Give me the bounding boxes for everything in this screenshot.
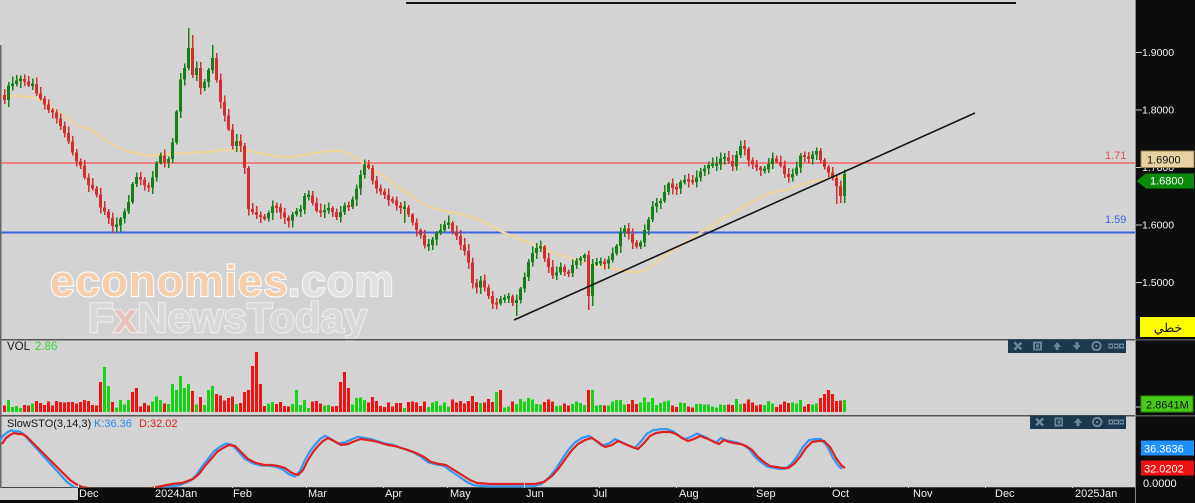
svg-text:K:36.36: K:36.36 [94,418,132,430]
svg-text:1.71: 1.71 [1105,150,1126,162]
svg-text:VOL: VOL [7,341,31,353]
svg-text:economies: economies [50,257,289,306]
svg-text:36.3636: 36.3636 [1144,444,1184,456]
svg-text:1.9000: 1.9000 [1142,47,1174,59]
svg-text:Mar: Mar [308,488,327,500]
svg-text:2.8641M: 2.8641M [1146,400,1189,412]
svg-text:Feb: Feb [233,488,252,500]
svg-text:Nov: Nov [913,488,933,500]
svg-text:2025Jan: 2025Jan [1075,488,1117,500]
svg-text:1.6900: 1.6900 [1147,155,1181,167]
svg-text:Jun: Jun [526,488,544,500]
svg-text:Dec: Dec [79,488,99,500]
svg-text:.com: .com [288,257,395,306]
svg-text:1.6000: 1.6000 [1142,220,1174,232]
svg-text:0.0000: 0.0000 [1143,478,1177,490]
svg-text:Dec: Dec [995,488,1015,500]
svg-text:1.6800: 1.6800 [1150,176,1184,188]
svg-text:D:32.02: D:32.02 [139,418,178,430]
svg-text:خطي: خطي [1154,321,1183,335]
svg-text:FxNewsToday: FxNewsToday [88,294,368,341]
svg-text:Aug: Aug [679,488,699,500]
svg-text:1.59: 1.59 [1105,214,1126,226]
svg-text:2.86: 2.86 [35,341,57,353]
svg-text:Apr: Apr [385,488,402,500]
svg-text:32.0202: 32.0202 [1144,464,1184,476]
svg-text:SlowSTO(3,14,3): SlowSTO(3,14,3) [7,418,91,430]
svg-text:Jul: Jul [593,488,607,500]
svg-text:1.8000: 1.8000 [1142,105,1174,117]
svg-text:May: May [450,488,471,500]
svg-text:Sep: Sep [756,488,776,500]
svg-text:1.5000: 1.5000 [1142,277,1174,289]
svg-text:2024Jan: 2024Jan [155,488,197,500]
svg-text:Oct: Oct [832,488,849,500]
